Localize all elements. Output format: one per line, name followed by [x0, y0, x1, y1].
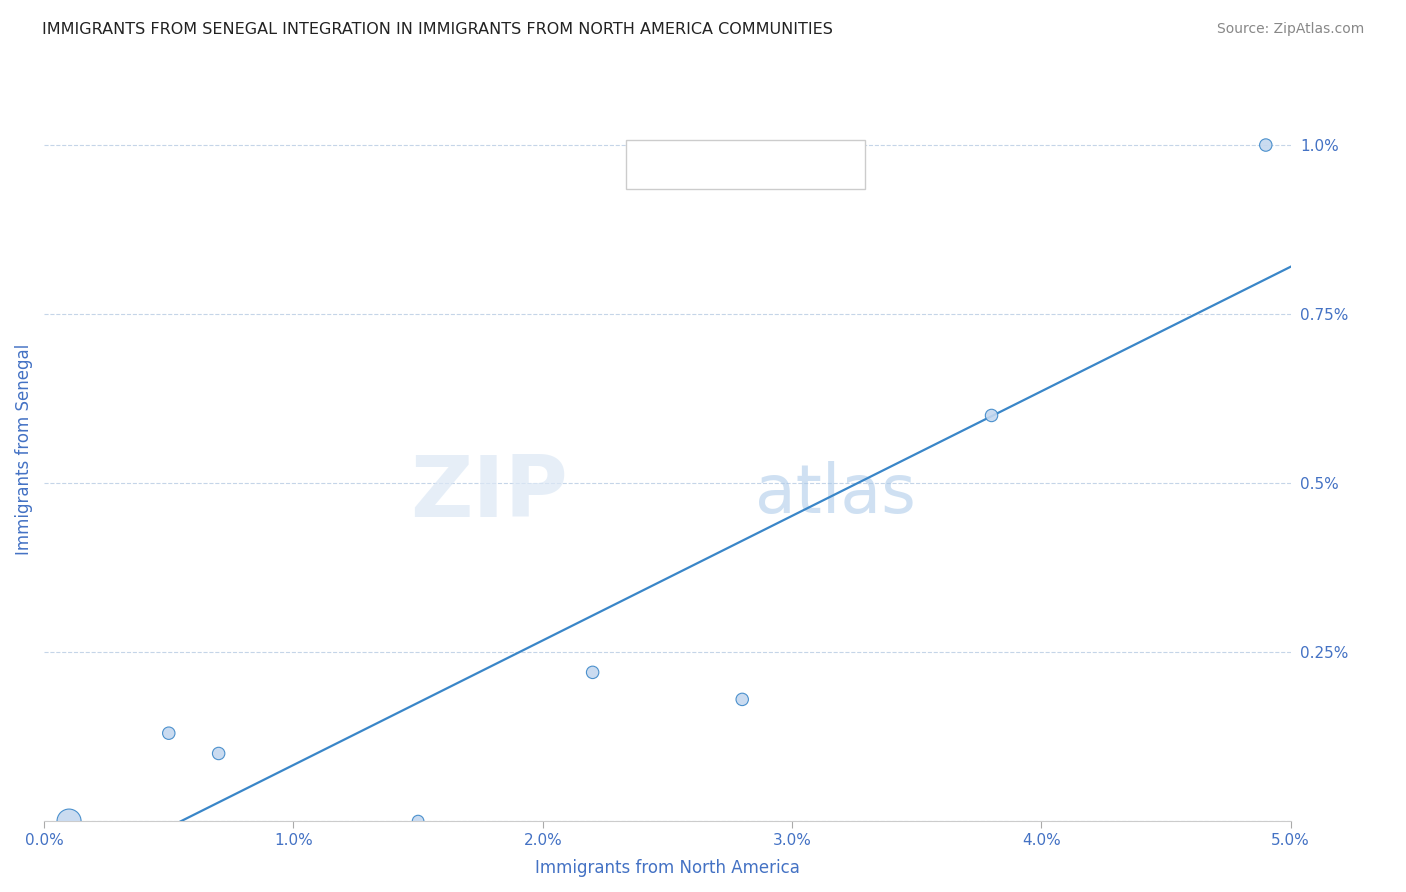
Point	[581, 665, 603, 680]
Point	[157, 726, 180, 740]
Y-axis label: Immigrants from Senegal: Immigrants from Senegal	[15, 343, 32, 555]
Text: N =: N =	[751, 156, 790, 174]
Point	[980, 409, 1002, 423]
Point	[406, 814, 429, 828]
Text: atlas: atlas	[755, 461, 915, 527]
Text: 8: 8	[785, 156, 797, 174]
Text: Source: ZipAtlas.com: Source: ZipAtlas.com	[1216, 22, 1364, 37]
Point	[1254, 138, 1277, 153]
Text: IMMIGRANTS FROM SENEGAL INTEGRATION IN IMMIGRANTS FROM NORTH AMERICA COMMUNITIES: IMMIGRANTS FROM SENEGAL INTEGRATION IN I…	[42, 22, 832, 37]
Point	[208, 747, 231, 761]
X-axis label: Immigrants from North America: Immigrants from North America	[534, 859, 800, 877]
Text: R =: R =	[644, 156, 682, 174]
Text: 0.899: 0.899	[689, 156, 740, 174]
Point	[731, 692, 754, 706]
Point	[58, 814, 80, 828]
Text: ZIP: ZIP	[411, 452, 568, 535]
